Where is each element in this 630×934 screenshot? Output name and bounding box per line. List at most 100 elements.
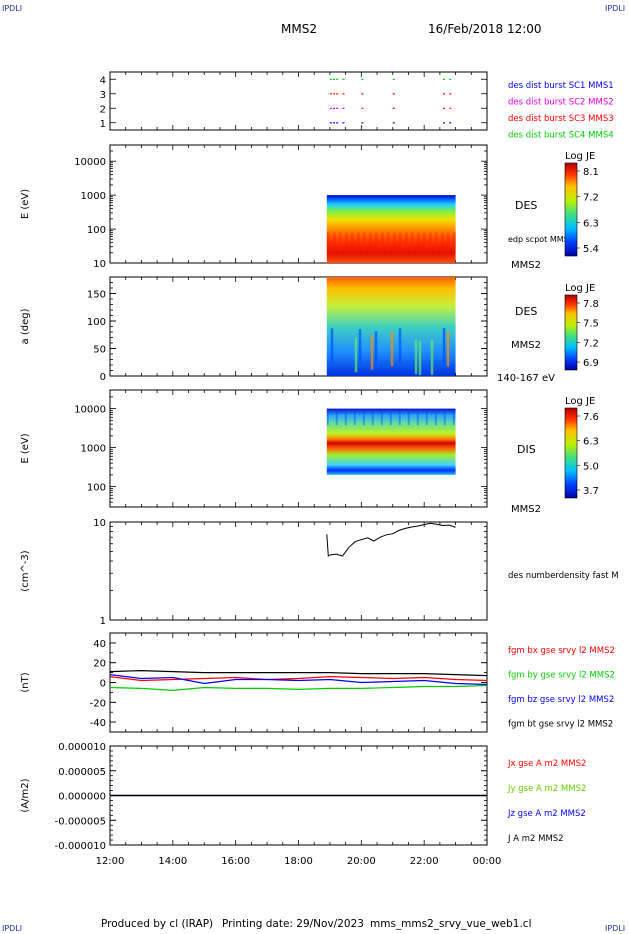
- spectrogram-stripe: [368, 232, 372, 253]
- colorbar-title: Log JE: [565, 283, 595, 294]
- burst-mark: [333, 107, 336, 109]
- spectrogram-stripe: [414, 339, 418, 375]
- legend-entry: des dist burst SC2 MMS2: [508, 98, 614, 108]
- spectrogram-stripe: [335, 408, 338, 426]
- burst-mark: [361, 78, 364, 80]
- y-tick-label: -20: [90, 698, 106, 709]
- burst-mark: [336, 107, 339, 109]
- spectrogram-stripe: [443, 408, 446, 426]
- spectrogram-stripe: [354, 337, 358, 373]
- y-axis-label: (nT): [20, 672, 31, 692]
- colorbar-tick-label: 8.1: [583, 167, 599, 178]
- spectrogram-stripe: [380, 408, 383, 426]
- spectrogram-dis-energy: [326, 408, 456, 475]
- legend-entry: des numberdensity fast M: [508, 571, 619, 581]
- spectrogram-stripe: [362, 232, 366, 253]
- y-tick-label: 1: [100, 119, 106, 130]
- burst-mark: [361, 122, 364, 124]
- y-tick-label: 4: [100, 75, 106, 86]
- y-tick-label: 100: [87, 317, 106, 328]
- y-axis-label: E (eV): [20, 189, 31, 219]
- series-line-b: [109, 669, 488, 677]
- y-tick-label: 0: [100, 679, 106, 690]
- spectrogram-stripe: [452, 232, 456, 253]
- burst-mark: [361, 93, 364, 95]
- burst-mark: [392, 78, 395, 80]
- panel-side-label: MMS2: [511, 260, 541, 271]
- y-tick-label: -40: [90, 718, 106, 729]
- y-tick-label: 0.000000: [58, 792, 106, 803]
- legend-entry: fgm by gse srvy l2 MMS2: [508, 671, 615, 681]
- y-tick-label: 1000: [81, 191, 106, 202]
- panel-side-label: DIS: [517, 443, 536, 456]
- spectrogram-stripe: [371, 408, 374, 426]
- colorbar-tick-label: 7.5: [583, 319, 599, 330]
- spectrogram-stripe: [356, 232, 360, 253]
- burst-mark: [449, 107, 452, 109]
- burst-mark: [329, 78, 332, 80]
- y-tick-label: 10000: [74, 157, 106, 168]
- y-tick-label: 1: [100, 616, 106, 627]
- spectrogram-stripe: [398, 328, 402, 363]
- y-axis-label: a (deg): [20, 308, 31, 344]
- colorbar-tick-label: 7.6: [583, 412, 599, 423]
- spectrogram-des-energy: [326, 195, 456, 263]
- colorbar-tick-label: 6.3: [583, 437, 599, 448]
- panel-side-label: edp scpot MMS2: [508, 235, 574, 244]
- burst-mark: [333, 78, 336, 80]
- spectrogram-stripe: [407, 408, 410, 426]
- spectrogram-stripe: [330, 328, 334, 363]
- series-line-b: [109, 684, 488, 692]
- page-datetime: 16/Feb/2018 12:00: [428, 22, 542, 36]
- burst-mark: [329, 107, 332, 109]
- spectrogram-stripe: [374, 331, 378, 366]
- burst-mark: [449, 78, 452, 80]
- spectrogram-stripe: [422, 232, 426, 253]
- x-tick-label: 00:00: [473, 856, 502, 867]
- spectrogram-stripe: [452, 408, 455, 426]
- page-title: MMS2: [281, 22, 317, 36]
- colorbar: [564, 162, 578, 257]
- x-tick-label: 16:00: [221, 856, 250, 867]
- colorbar-tick-label: 7.8: [583, 299, 599, 310]
- y-axis-label: (cm^-3): [20, 550, 31, 591]
- spectrogram-stripe: [428, 232, 432, 253]
- colorbar: [564, 294, 578, 371]
- spectrogram-stripe: [416, 408, 419, 426]
- x-tick-label: 12:00: [96, 856, 125, 867]
- burst-mark: [449, 122, 452, 124]
- spectrogram-stripe: [374, 232, 378, 253]
- panel-frame: [109, 71, 488, 131]
- y-tick-label: 3: [100, 90, 106, 101]
- legend-entry: Jx gse A m2 MMS2: [507, 759, 586, 769]
- colorbar-tick-label: 5.4: [583, 244, 599, 255]
- legend-entry: Jz gse A m2 MMS2: [507, 809, 586, 819]
- spectrogram-stripe: [434, 408, 437, 426]
- panel-frame: [109, 521, 488, 621]
- spectrogram-stripe: [404, 232, 408, 253]
- y-tick-label: 150: [87, 290, 106, 301]
- x-tick-label: 20:00: [347, 856, 376, 867]
- burst-mark: [336, 93, 339, 95]
- colorbar-tick-label: 7.2: [583, 193, 599, 204]
- spectrogram-stripe: [446, 232, 450, 253]
- colorbar: [564, 407, 578, 499]
- colorbar-title: Log JE: [565, 396, 595, 407]
- burst-mark: [333, 122, 336, 124]
- legend-entry: fgm bx gse srvy l2 MMS2: [508, 646, 615, 656]
- legend-entry: fgm bz gse srvy l2 MMS2: [508, 695, 614, 705]
- burst-mark: [336, 78, 339, 80]
- burst-mark: [342, 107, 345, 109]
- spectrogram-stripe: [380, 232, 384, 253]
- y-tick-label: 100: [87, 483, 106, 494]
- y-tick-label: 100: [87, 225, 106, 236]
- burst-mark: [392, 93, 395, 95]
- spectrogram-stripe: [418, 340, 422, 376]
- y-axis-label: E (eV): [20, 433, 31, 463]
- panel-side-label: DES: [515, 199, 537, 212]
- spectrogram-stripe: [430, 340, 434, 375]
- y-tick-label: 10000: [74, 405, 106, 416]
- corner-label-top-right: IPDLI: [605, 4, 626, 13]
- corner-label-top-left: IPDLI: [2, 4, 23, 13]
